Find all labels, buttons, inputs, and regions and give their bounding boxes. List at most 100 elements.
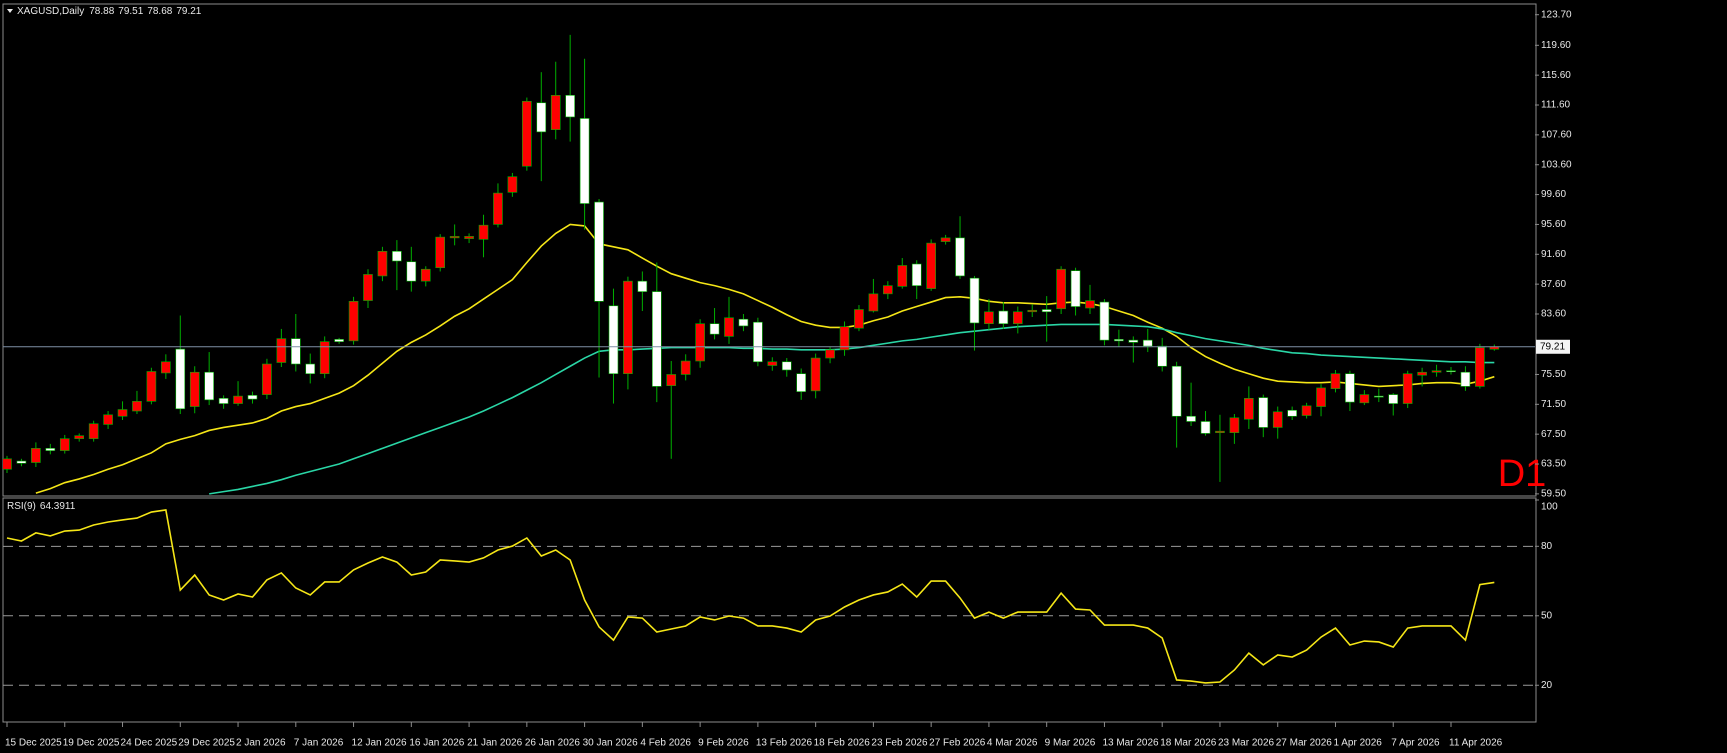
x-tick-label: 7 Apr 2026: [1391, 738, 1440, 749]
indicator-plot: [3, 509, 1535, 686]
last-open: 78.88: [89, 6, 114, 17]
candle-body: [247, 395, 258, 400]
candle-body: [724, 317, 734, 337]
candle-body: [218, 398, 229, 404]
y-tick-label: 91.60: [1541, 249, 1566, 260]
candle-body: [132, 401, 142, 412]
candle-body: [998, 310, 1009, 325]
indicator-line: [6, 509, 1495, 684]
x-tick-label: 11 Apr 2026: [1449, 738, 1503, 749]
candle-body: [695, 323, 705, 362]
y-tick-label: 59.50: [1541, 489, 1566, 500]
candle-body: [31, 448, 41, 463]
last-low: 78.68: [147, 6, 172, 17]
x-tick-label: 4 Feb 2026: [640, 738, 691, 749]
candle-body: [738, 318, 749, 327]
y-tick-label: 111.60: [1541, 100, 1571, 111]
x-tick-label: 9 Mar 2026: [1045, 738, 1096, 749]
candle-body: [406, 261, 417, 282]
x-tick-label: 1 Apr 2026: [1333, 738, 1382, 749]
x-tick-label: 23 Mar 2026: [1218, 738, 1275, 749]
candle-body: [637, 280, 648, 292]
candle-body: [666, 374, 677, 386]
candle-body: [290, 338, 301, 365]
candle-body: [753, 321, 763, 363]
candle-body: [883, 285, 893, 295]
candle-body: [1272, 411, 1283, 428]
candle-body: [1012, 311, 1023, 325]
y-tick-label: 119.60: [1541, 40, 1571, 51]
candle-body: [1258, 397, 1269, 428]
candle-body: [435, 236, 446, 269]
candle-body: [536, 102, 547, 133]
candle-body: [969, 277, 980, 324]
candle-body: [1027, 309, 1038, 313]
candle-body: [1114, 339, 1124, 342]
candle-body: [1475, 347, 1485, 387]
candle-body: [392, 251, 402, 262]
candle-body: [478, 224, 489, 240]
candle-body: [1142, 339, 1153, 347]
x-tick-label: 2 Jan 2026: [236, 738, 286, 749]
candle-body: [175, 348, 186, 410]
candle-body: [1301, 405, 1312, 416]
x-tick-label: 18 Feb 2026: [814, 738, 871, 749]
timeframe-annotation: D1: [1498, 453, 1547, 495]
x-tick-label: 30 Jan 2026: [583, 738, 638, 749]
x-tick-label: 15 Dec 2025: [5, 738, 62, 749]
candle-body: [377, 251, 388, 277]
x-tick-label: 4 Mar 2026: [987, 738, 1038, 749]
candle-body: [651, 291, 662, 387]
candle-body: [579, 118, 590, 204]
candle-body: [522, 100, 532, 167]
x-tick-label: 13 Feb 2026: [756, 738, 813, 749]
candle-body: [623, 280, 633, 375]
candle-body: [1345, 373, 1355, 403]
moving-average-line: [35, 223, 1495, 494]
candle-body: [305, 363, 316, 375]
candle-body: [680, 360, 691, 375]
candle-body: [1041, 309, 1052, 313]
candle-body: [565, 95, 575, 118]
candle-body: [319, 341, 330, 375]
candle-body: [984, 311, 994, 325]
candle-body: [1388, 394, 1399, 404]
candle-body: [161, 361, 171, 374]
candle-body: [897, 265, 908, 287]
y-tick-label: 71.50: [1541, 399, 1566, 410]
indicator-title: RSI(9): [7, 501, 36, 512]
candle-body: [911, 263, 922, 286]
candle-body: [796, 373, 807, 392]
current-price-box: [1536, 339, 1570, 354]
x-tick-label: 9 Feb 2026: [698, 738, 749, 749]
x-tick-label: 27 Feb 2026: [929, 738, 986, 749]
x-tick-label: 21 Jan 2026: [467, 738, 522, 749]
y-tick-label: 99.60: [1541, 189, 1566, 200]
candle-body: [493, 192, 503, 225]
candle-body: [464, 236, 474, 239]
y-tick-label: 83.60: [1541, 309, 1566, 320]
candle-body: [146, 371, 157, 402]
chart-header: XAGUSD,Daily 78.88 79.51 78.68 79.21: [17, 6, 202, 17]
candle-body: [276, 338, 287, 363]
y-tick-label: 87.60: [1541, 279, 1566, 290]
indicator-last-value: 64.3911: [40, 501, 76, 512]
candle-body: [1171, 365, 1182, 417]
candle-body: [868, 293, 879, 312]
candle-body: [1359, 394, 1370, 404]
candle-body: [74, 435, 84, 439]
candle-body: [1070, 270, 1081, 307]
candle-body: [1186, 415, 1196, 422]
candle-body: [3, 458, 12, 470]
x-tick-label: 12 Jan 2026: [352, 738, 407, 749]
candle-body: [1460, 371, 1471, 387]
candle-body: [204, 371, 214, 401]
candle-body: [1085, 300, 1095, 309]
candle-body: [1446, 370, 1456, 373]
candle-body: [1287, 409, 1297, 417]
menu-triangle: [7, 9, 13, 13]
last-close: 79.21: [176, 6, 201, 17]
y-tick-label: 67.50: [1541, 429, 1566, 440]
candle-body: [103, 414, 113, 425]
candle-body: [16, 460, 27, 464]
